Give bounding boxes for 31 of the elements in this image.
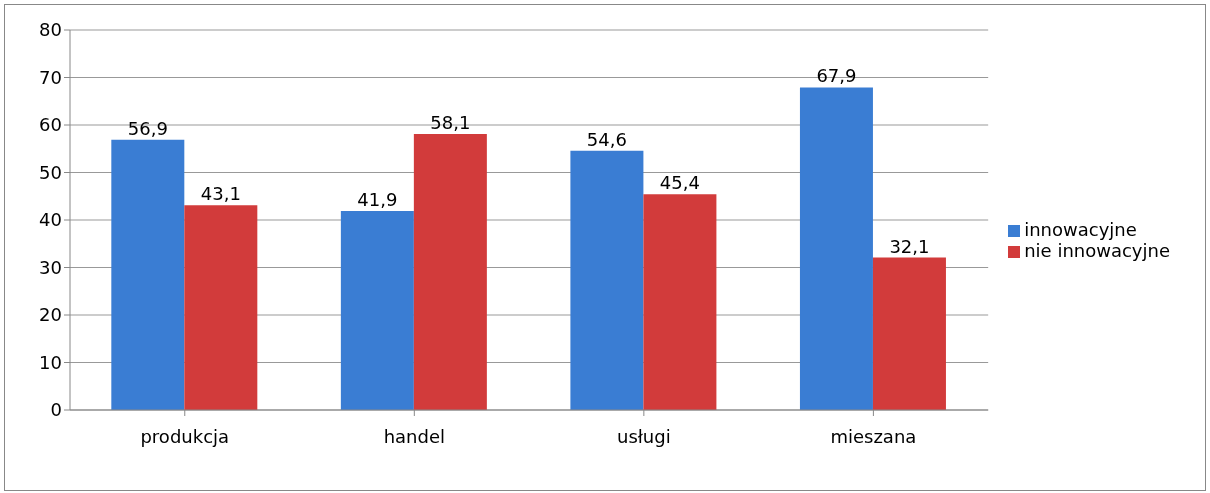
bar — [111, 139, 185, 410]
bar — [340, 210, 414, 410]
bar — [413, 134, 487, 410]
y-tick-label: 80 — [39, 19, 62, 41]
data-label: 43,1 — [200, 183, 241, 205]
y-tick-label: 0 — [50, 399, 62, 421]
bar — [799, 87, 873, 410]
x-tick-label: produkcja — [140, 425, 230, 447]
y-tick-label: 30 — [39, 256, 62, 278]
bar — [643, 194, 717, 410]
y-tick-label: 10 — [39, 351, 62, 373]
y-tick-label: 60 — [39, 114, 62, 136]
y-tick-label: 50 — [39, 161, 62, 183]
data-label: 41,9 — [357, 188, 398, 210]
y-tick-label: 70 — [39, 66, 62, 88]
bar — [570, 150, 644, 410]
data-label: 56,9 — [127, 117, 168, 139]
legend-label: nie innowacyjne — [1024, 240, 1170, 261]
data-label: 32,1 — [889, 235, 930, 257]
bar — [184, 205, 258, 410]
x-tick-label: usługi — [616, 425, 671, 447]
x-tick-label: handel — [383, 425, 445, 447]
data-label: 67,9 — [816, 65, 857, 87]
x-tick-label: mieszana — [830, 425, 917, 447]
y-tick-label: 20 — [39, 304, 62, 326]
data-label: 58,1 — [430, 112, 471, 134]
y-tick-label: 40 — [39, 209, 62, 231]
bar — [872, 257, 946, 410]
data-label: 54,6 — [586, 128, 627, 150]
data-label: 45,4 — [659, 172, 700, 194]
legend-label: innowacyjne — [1024, 219, 1137, 240]
